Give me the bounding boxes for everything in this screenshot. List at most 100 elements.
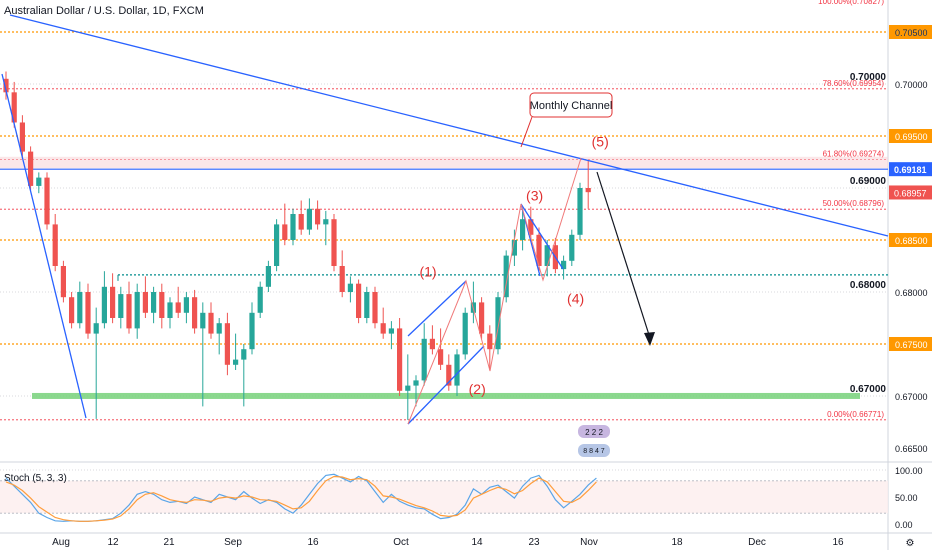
price-badge <box>889 162 932 177</box>
candle-body <box>69 297 75 324</box>
candle-body <box>528 219 534 235</box>
event-icon-top <box>578 425 610 438</box>
price-axis-badge <box>889 233 932 247</box>
candle-body <box>315 208 321 225</box>
price-tick-label: 0.70500 <box>895 28 928 38</box>
candle-body <box>249 312 255 350</box>
callout-pointer <box>520 116 533 148</box>
candle-body <box>561 260 567 270</box>
candle-body <box>577 188 583 235</box>
level-label: 0.67000 <box>850 384 887 395</box>
time-tick-label: 14 <box>471 537 483 548</box>
chart-title: Australian Dollar / U.S. Dollar, 1D, FXC… <box>4 5 204 17</box>
candle-body <box>19 122 25 152</box>
candle-body <box>101 286 107 324</box>
candle-body <box>347 283 353 292</box>
wave-label: (5) <box>592 133 609 149</box>
candle-body <box>544 245 550 266</box>
candle-body <box>151 292 157 313</box>
time-tick-label: Dec <box>748 537 766 548</box>
candle-body <box>216 323 222 334</box>
time-tick-label: Nov <box>580 537 598 548</box>
candle-body <box>200 312 206 329</box>
main-pane-bg <box>0 0 932 462</box>
candle-body <box>520 219 526 240</box>
projection-arrow <box>596 171 651 339</box>
candle-body <box>331 219 337 266</box>
price-tick-label: 0.70500 <box>895 28 928 38</box>
candle-body <box>364 292 370 318</box>
price-badge-label: 0.69181 <box>894 165 927 175</box>
fib-label: 100.00%(0.70827) <box>818 0 884 6</box>
level-label: 0.69000 <box>850 176 887 187</box>
candle-body <box>421 338 427 381</box>
candle-body <box>134 292 140 329</box>
candle-body <box>208 312 214 334</box>
candle-body <box>167 302 173 318</box>
price-badge-label: 0.68957 <box>894 188 927 198</box>
candle-body <box>60 266 66 298</box>
stoch-tick-label: 100.00 <box>895 466 923 476</box>
fib-band <box>0 156 888 169</box>
candle-body <box>462 312 468 355</box>
time-tick-label: Sep <box>224 537 242 548</box>
price-badge <box>889 185 932 200</box>
candle-body <box>380 323 386 334</box>
candle-body <box>495 297 501 350</box>
candle-body <box>413 380 419 386</box>
candle-body <box>233 359 239 365</box>
stoch-tick-label: 0.00 <box>895 520 913 530</box>
candle-body <box>3 78 9 93</box>
callout-label: Monthly Channel <box>530 100 613 112</box>
price-axis-badge <box>889 77 932 91</box>
candle-body <box>241 349 247 360</box>
time-tick-label: 21 <box>163 537 175 548</box>
time-axis-gear-icon: ⚙ <box>906 538 915 549</box>
price-axis-badge <box>889 25 932 39</box>
candle-body <box>487 333 493 350</box>
time-tick-label: 16 <box>307 537 319 548</box>
level-label: 0.68000 <box>850 280 887 291</box>
stoch-title: Stoch (5, 3, 3) <box>4 473 67 484</box>
stoch-band <box>0 480 888 514</box>
candle-body <box>257 286 263 313</box>
event-icon-label: 8 8 4 7 <box>583 448 605 455</box>
wave-label: (2) <box>469 381 486 397</box>
candle-body <box>77 292 83 324</box>
fib-label: 61.80%(0.69274) <box>823 150 885 159</box>
candle-body <box>585 188 591 193</box>
candle-body <box>118 294 124 318</box>
candle-body <box>159 292 165 318</box>
candle-body <box>503 255 509 298</box>
candle-body <box>192 297 198 329</box>
candle-body <box>339 266 345 292</box>
price-tick-label: 0.70000 <box>895 80 928 90</box>
time-tick-label: 23 <box>528 537 540 548</box>
support-zone <box>32 392 860 399</box>
candle-body <box>265 266 271 287</box>
price-tick-label: 0.67000 <box>895 392 928 402</box>
wave-label: (1) <box>419 263 436 279</box>
fib-label: 50.00%(0.68796) <box>823 199 885 208</box>
price-axis-badge <box>889 285 932 299</box>
candle-body <box>28 151 34 186</box>
candle-body <box>372 292 378 324</box>
candle-body <box>298 214 304 230</box>
candle-body <box>479 302 485 334</box>
price-tick-label: 0.67500 <box>895 340 928 350</box>
candle-body <box>569 234 575 261</box>
stoch-d-line <box>5 475 597 522</box>
projection-arrow-head <box>644 332 655 346</box>
candle-body <box>36 177 42 186</box>
wave-label: (3) <box>526 187 543 203</box>
candle-body <box>126 294 132 329</box>
wave-label: (4) <box>567 290 584 306</box>
candle-body <box>397 328 403 391</box>
wave-channel-line <box>520 203 564 270</box>
callout-box <box>529 92 613 118</box>
candle-body <box>175 302 181 313</box>
candle-body <box>44 177 50 225</box>
candle-body <box>93 323 99 334</box>
